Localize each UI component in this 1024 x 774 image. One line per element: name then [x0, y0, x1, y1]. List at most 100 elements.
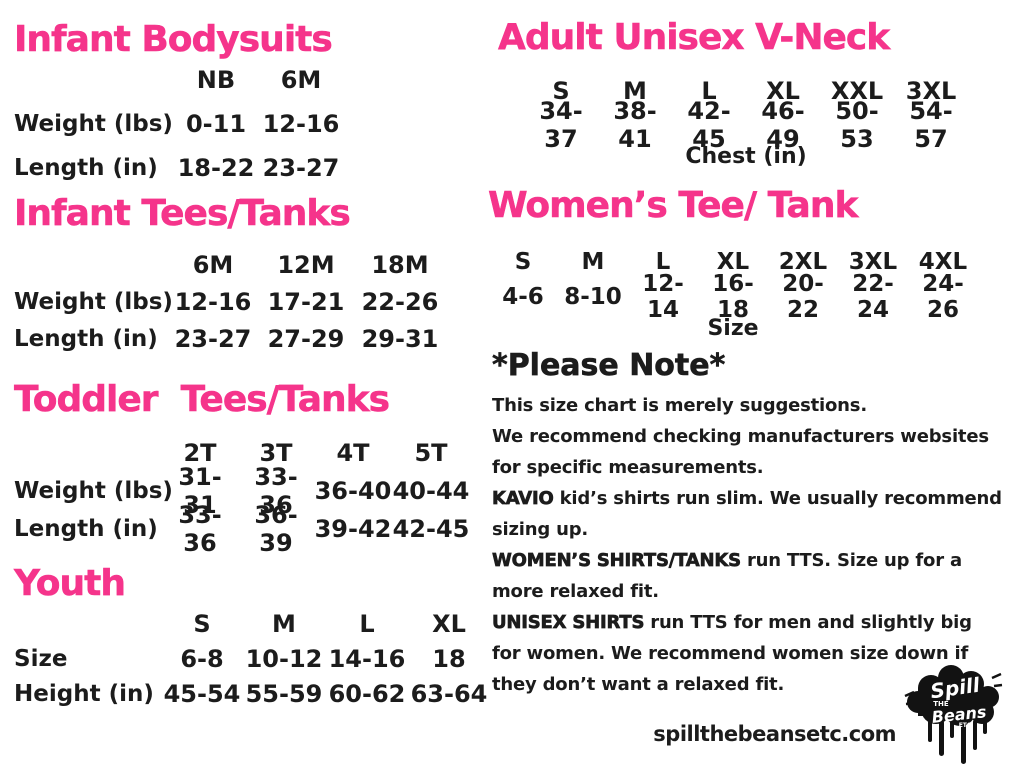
size-value: 23-27: [262, 154, 340, 182]
size-value: 39-42: [314, 515, 392, 543]
section-title-youth: Youth: [14, 563, 126, 604]
womens-header-row: S M L XL 2XL 3XL 4XL: [488, 244, 978, 279]
note-text: they don’t want a relaxed fit.: [492, 674, 785, 695]
size-value: 34-37: [539, 97, 583, 153]
size-value: 45-54: [163, 679, 241, 708]
size-value: 6-8: [180, 644, 224, 673]
size-value: 42-45: [687, 97, 731, 153]
column-header: M: [581, 248, 605, 275]
note-text: for women. We recommend women size down …: [492, 643, 969, 664]
size-value: 31-31: [178, 463, 222, 519]
column-header: 2T: [183, 439, 217, 467]
size-value: 36-40: [314, 477, 392, 505]
size-value: 20-22: [782, 270, 824, 323]
column-header: 4T: [336, 439, 370, 467]
section-toddler-tees-tanks: Toddler Tees/Tanks 2T 3T 4T 5T Weight (l…: [14, 379, 470, 557]
column-header: M: [623, 77, 647, 105]
column-header: XL: [766, 77, 800, 105]
size-value: 29-31: [361, 324, 439, 353]
infant-tees-table: 6M 12M 18M Weight (lbs) 12-16 17-21 22-2…: [14, 246, 448, 357]
note-text: more relaxed fit.: [492, 581, 659, 602]
youth-table: S M L XL Size 6-8 10-12 14-16 18 Height …: [14, 606, 490, 711]
section-womens-tee-tank: Women’s Tee/ Tank S M L XL 2XL 3XL 4XL 4…: [488, 185, 978, 344]
column-header: L: [701, 77, 717, 105]
column-header: S: [193, 609, 211, 638]
row-label: Weight (lbs): [14, 288, 173, 315]
size-value: 8-10: [564, 283, 622, 310]
column-header: XL: [432, 609, 466, 638]
row-label: Height (in): [14, 680, 154, 707]
note-line: more relaxed fit.: [492, 576, 1002, 607]
size-value: 17-21: [267, 287, 345, 316]
size-value: 12-16: [174, 287, 252, 316]
note-text: sizing up.: [492, 519, 589, 540]
column-header: 3T: [259, 439, 293, 467]
column-header: 12M: [277, 250, 335, 279]
size-value: 55-59: [245, 679, 323, 708]
column-header: 6M: [280, 66, 322, 94]
section-title-womens-tee-tank: Women’s Tee/ Tank: [488, 185, 859, 226]
note-text: kid’s shirts run slim. We usually recomm…: [553, 488, 1002, 509]
size-value: 0-11: [185, 110, 247, 138]
column-header: 3XL: [905, 77, 957, 105]
size-value: 50-53: [835, 97, 879, 153]
adult-vneck-header-row: S M L XL XXL 3XL: [524, 74, 968, 108]
axis-label: Size: [707, 316, 759, 341]
column-header: 5T: [414, 439, 448, 467]
logo-word-etc: ETC: [959, 722, 972, 729]
column-header: 6M: [192, 250, 234, 279]
row-label: Length (in): [14, 516, 158, 542]
note-line: UNISEX SHIRTS run TTS for men and slight…: [492, 607, 1002, 638]
size-value: 14-16: [328, 644, 406, 673]
size-value: 23-27: [174, 324, 252, 353]
size-value: 18: [432, 644, 466, 673]
adult-vneck-value-row: 34-37 38-41 42-45 46-49 50-53 54-57: [524, 97, 968, 153]
toddler-tees-table: 2T 3T 4T 5T Weight (lbs) 31-31 33-36 36-…: [14, 434, 470, 557]
size-value: 40-44: [392, 477, 470, 505]
note-line: This size chart is merely suggestions.: [492, 390, 1002, 421]
size-value: 10-12: [245, 644, 323, 673]
note-line: WOMEN’S SHIRTS/TANKS run TTS. Size up fo…: [492, 545, 1002, 576]
column-header: 18M: [371, 250, 429, 279]
size-value: 33-36: [178, 501, 222, 557]
note-line: for women. We recommend women size down …: [492, 638, 1002, 669]
size-value: 27-29: [267, 324, 345, 353]
size-value: 22-24: [852, 270, 894, 323]
note-bold-text: KAVIO: [492, 488, 554, 510]
row-label: Size: [14, 645, 68, 672]
column-header: S: [552, 77, 570, 105]
note-text: run TTS. Size up for a: [740, 550, 962, 571]
axis-label: Chest (in): [685, 144, 807, 169]
section-title-toddler-tees-tanks: Toddler Tees/Tanks: [14, 379, 391, 420]
column-header: XXL: [830, 77, 884, 105]
note-title: *Please Note*: [492, 348, 726, 384]
row-label: Weight (lbs): [14, 111, 173, 137]
note-line: for specific measurements.: [492, 452, 1002, 483]
note-bold-text: WOMEN’S SHIRTS/TANKS: [492, 550, 742, 572]
note-text: This size chart is merely suggestions.: [492, 395, 867, 416]
column-header: 4XL: [918, 248, 968, 275]
section-title-infant-tees-tanks: Infant Tees/Tanks: [14, 193, 351, 234]
note-text: We recommend checking manufacturers webs…: [492, 426, 989, 447]
size-value: 24-26: [922, 270, 964, 323]
column-header: L: [655, 248, 671, 275]
note-line: they don’t want a relaxed fit.: [492, 669, 1002, 700]
note-line: sizing up.: [492, 514, 1002, 545]
column-header: M: [272, 609, 296, 638]
size-value: 38-41: [613, 97, 657, 153]
note-bold-text: UNISEX SHIRTS: [492, 612, 645, 634]
section-title-infant-bodysuits: Infant Bodysuits: [14, 19, 333, 60]
size-value: 12-16: [262, 110, 340, 138]
size-value: 12-14: [642, 270, 684, 323]
column-header: L: [359, 609, 375, 638]
size-value: 4-6: [502, 283, 544, 310]
size-value: 36-39: [254, 501, 298, 557]
column-header: NB: [196, 66, 236, 94]
size-value: 63-64: [410, 679, 488, 708]
size-value: 22-26: [361, 287, 439, 316]
note-line: We recommend checking manufacturers webs…: [492, 421, 1002, 452]
section-adult-unisex-vneck: Adult Unisex V-Neck S M L XL XXL 3XL 34-…: [498, 17, 968, 172]
section-title-adult-unisex-vneck: Adult Unisex V-Neck: [498, 17, 891, 58]
column-header: 2XL: [778, 248, 828, 275]
row-label: Length (in): [14, 155, 158, 181]
